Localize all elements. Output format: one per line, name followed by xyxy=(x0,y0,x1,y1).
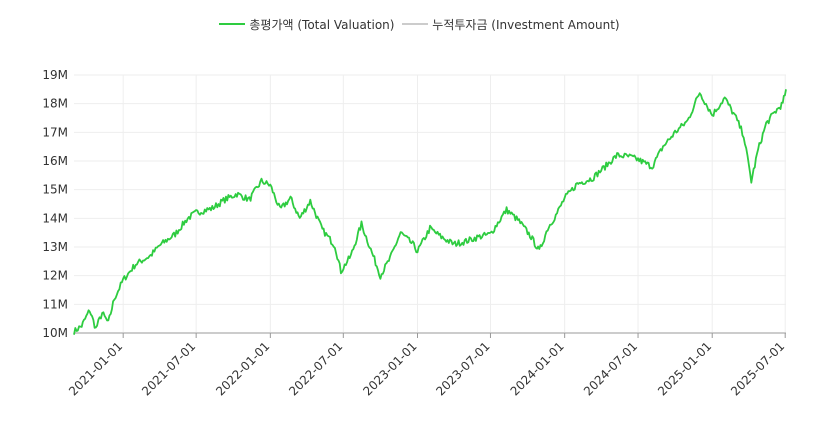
y-tick-label: 12M xyxy=(42,269,68,283)
y-tick-label: 17M xyxy=(42,125,68,139)
y-tick-label: 15M xyxy=(42,183,68,197)
legend-item-total-valuation[interactable]: 총평가액 (Total Valuation) xyxy=(219,16,394,33)
x-tick-label: 2021-07-01 xyxy=(139,339,198,398)
x-tick-label: 2023-01-01 xyxy=(360,339,419,398)
legend-item-investment-amount[interactable]: 누적투자금 (Investment Amount) xyxy=(402,16,620,33)
y-tick-label: 18M xyxy=(42,97,68,111)
legend-swatch-investment-amount xyxy=(402,23,429,25)
axes: 10M 11M 12M 13M 14M 15M 16M 17M 18M 19M 2021-01-01… xyxy=(42,68,787,398)
x-tick-label: 2023-07-01 xyxy=(433,339,492,398)
x-tick-label: 2025-01-01 xyxy=(655,339,714,398)
y-tick-label: 19M xyxy=(42,68,68,82)
x-tick-label: 2025-07-01 xyxy=(728,339,787,398)
y-tick-label: 10M xyxy=(42,326,68,340)
chart-legend: 총평가액 (Total Valuation) 누적투자금 (Investment… xyxy=(0,14,839,33)
legend-swatch-total-valuation xyxy=(219,23,246,25)
y-tick-label: 13M xyxy=(42,240,68,254)
series-layer xyxy=(73,89,787,335)
series-line-total-valuation[interactable] xyxy=(73,89,787,335)
x-tick-label: 2022-01-01 xyxy=(213,339,272,398)
grid xyxy=(74,74,786,334)
y-tick-label: 16M xyxy=(42,154,68,168)
y-tick-label: 11M xyxy=(42,297,68,311)
legend-label-investment-amount: 누적투자금 (Investment Amount) xyxy=(432,17,620,32)
y-tick-label: 14M xyxy=(42,211,68,225)
x-tick-label: 2024-01-01 xyxy=(508,339,567,398)
legend-label-total-valuation: 총평가액 (Total Valuation) xyxy=(249,17,395,32)
x-tick-label: 2022-07-01 xyxy=(286,339,345,398)
x-tick-label: 2024-07-01 xyxy=(581,339,640,398)
x-tick-label: 2021-01-01 xyxy=(66,339,125,398)
